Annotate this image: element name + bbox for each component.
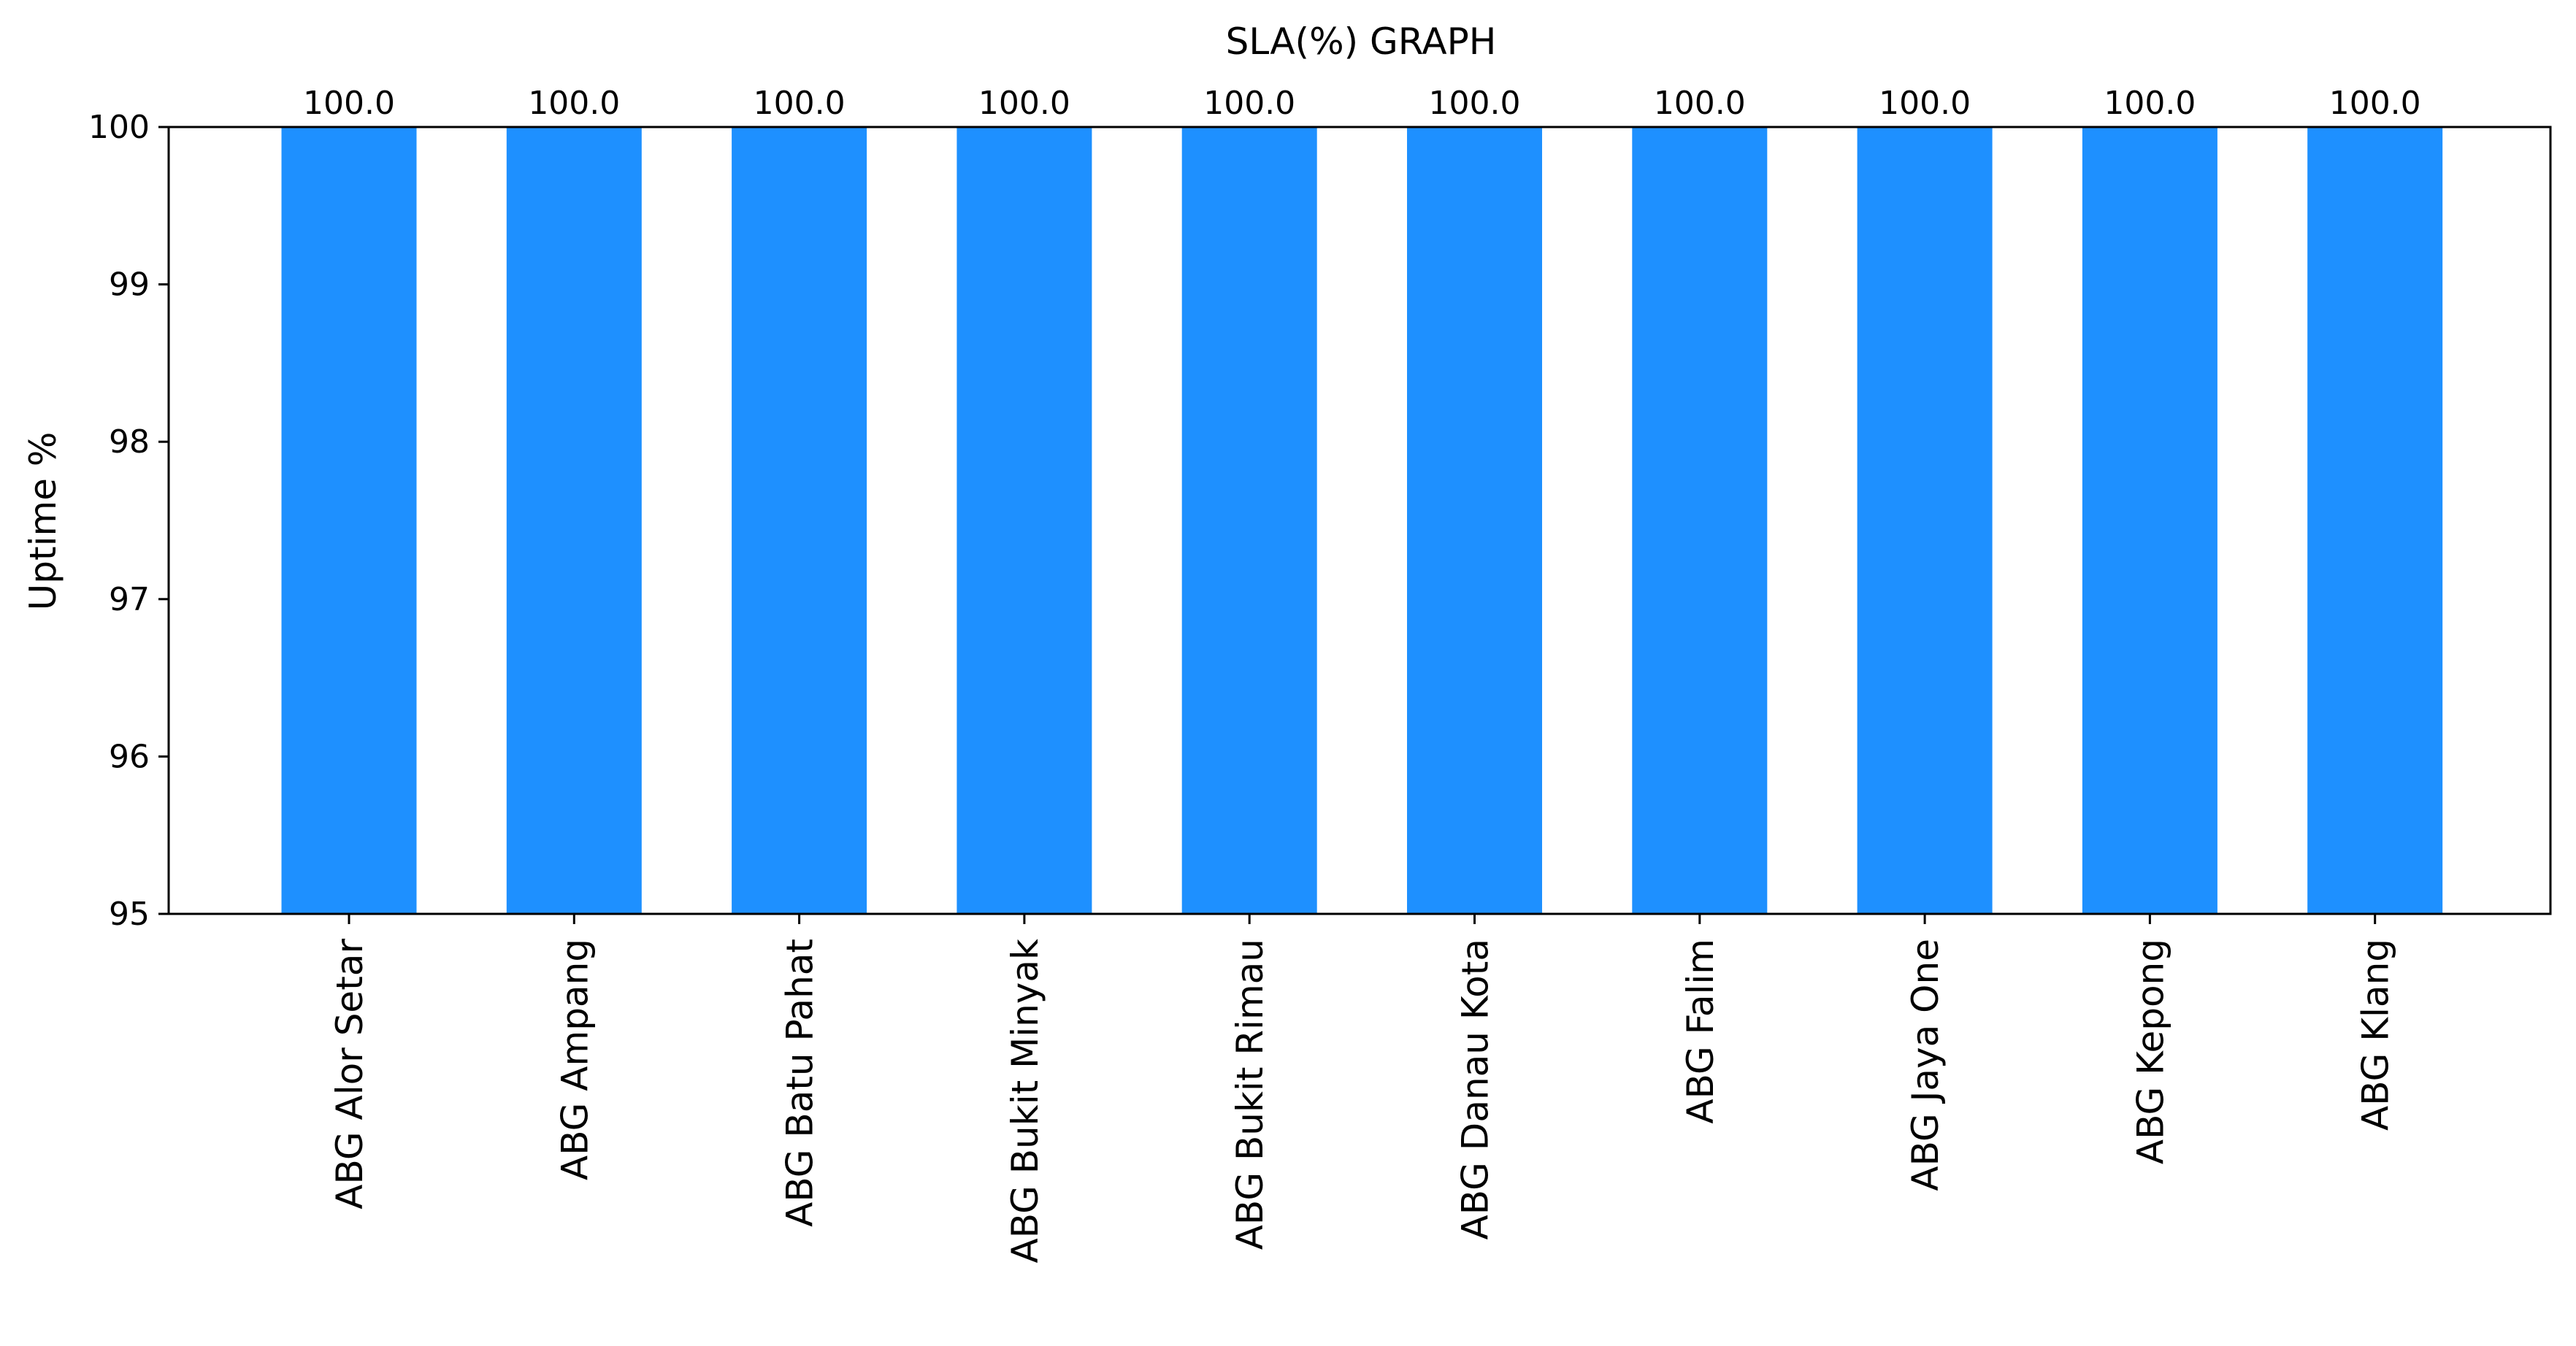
y-tick-label-1: 96: [109, 738, 150, 775]
chart-title: SLA(%) GRAPH: [1226, 20, 1497, 63]
bars-layer: [281, 127, 2443, 914]
bar-5: [1407, 127, 1542, 914]
x-tick-label-6: ABG Falim: [1679, 939, 1722, 1124]
data-label-6: 100.0: [1654, 85, 1746, 122]
bar-3: [957, 127, 1092, 914]
x-tick-label-8: ABG Kepong: [2129, 939, 2171, 1164]
data-label-1: 100.0: [528, 85, 620, 122]
y-axis-ticks: 95 96 97 98 99 100: [88, 109, 169, 933]
y-tick-label-5: 100: [88, 109, 150, 146]
bar-4: [1181, 127, 1317, 914]
bar-0: [281, 127, 417, 914]
bar-8: [2082, 127, 2217, 914]
x-tick-label-9: ABG Klang: [2355, 939, 2397, 1131]
data-label-7: 100.0: [1879, 85, 1971, 122]
x-tick-label-4: ABG Bukit Rimau: [1229, 939, 1271, 1250]
x-tick-label-0: ABG Alor Setar: [329, 939, 371, 1210]
data-label-0: 100.0: [303, 85, 395, 122]
x-tick-label-5: ABG Danau Kota: [1454, 939, 1497, 1239]
bar-1: [506, 127, 642, 914]
y-tick-label-4: 99: [109, 266, 150, 304]
x-tick-label-3: ABG Bukit Minyak: [1004, 939, 1046, 1264]
data-labels-layer: 100.0 100.0 100.0 100.0 100.0 100.0 100.0 100.0…: [303, 85, 2421, 122]
y-tick-label-0: 95: [109, 896, 150, 933]
data-label-4: 100.0: [1203, 85, 1295, 122]
x-tick-label-1: ABG Ampang: [553, 939, 596, 1180]
bar-2: [732, 127, 867, 914]
data-label-3: 100.0: [978, 85, 1070, 122]
data-label-8: 100.0: [2104, 85, 2196, 122]
x-axis-ticks: ABG Alor Setar ABG Ampang ABG Batu Pahat AB…: [329, 914, 2397, 1264]
y-axis-label: Uptime %: [22, 432, 64, 611]
x-tick-label-2: ABG Batu Pahat: [779, 939, 821, 1227]
data-label-5: 100.0: [1429, 85, 1521, 122]
bar-7: [1857, 127, 1993, 914]
y-tick-label-3: 98: [109, 423, 150, 461]
bar-6: [1632, 127, 1768, 914]
y-tick-label-2: 97: [109, 581, 150, 618]
data-label-9: 100.0: [2329, 85, 2421, 122]
plot-frame: [167, 126, 2552, 915]
x-tick-label-7: ABG Jaya One: [1904, 939, 1947, 1191]
bar-9: [2307, 127, 2443, 914]
data-label-2: 100.0: [754, 85, 846, 122]
